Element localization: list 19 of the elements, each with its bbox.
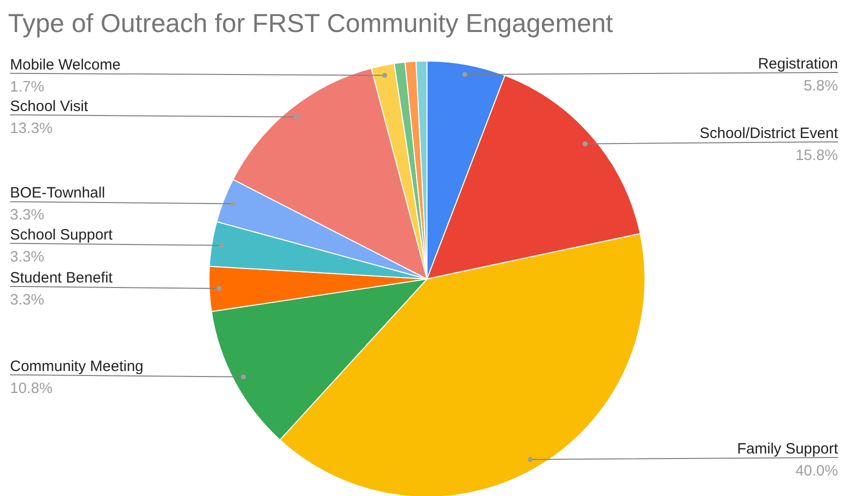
- slice-label: Student Benefit: [10, 270, 114, 286]
- data-label: 13.3%: [10, 120, 53, 137]
- data-label: 10.8%: [10, 380, 53, 397]
- data-label: 40.0%: [795, 462, 838, 480]
- slice-label: School Support: [10, 226, 114, 244]
- slice-label: Registration: [758, 55, 838, 72]
- slice-label: BOE-Townhall: [10, 184, 106, 202]
- data-label: 1.7%: [10, 78, 44, 96]
- slice-label: Family Support: [737, 440, 839, 458]
- data-label: 15.8%: [795, 146, 838, 164]
- data-label: 5.8%: [804, 77, 838, 94]
- data-label: 3.3%: [10, 206, 44, 224]
- slice-label: School/District Event: [700, 124, 839, 142]
- slice-label: Community Meeting: [10, 358, 144, 375]
- data-label: 3.3%: [10, 248, 44, 266]
- chart-title: Type of Outreach for FRST Community Engagement: [8, 8, 614, 38]
- slice-label: School Visit: [10, 98, 89, 115]
- slice-label: Mobile Welcome: [10, 56, 121, 74]
- data-label: 3.3%: [10, 292, 44, 308]
